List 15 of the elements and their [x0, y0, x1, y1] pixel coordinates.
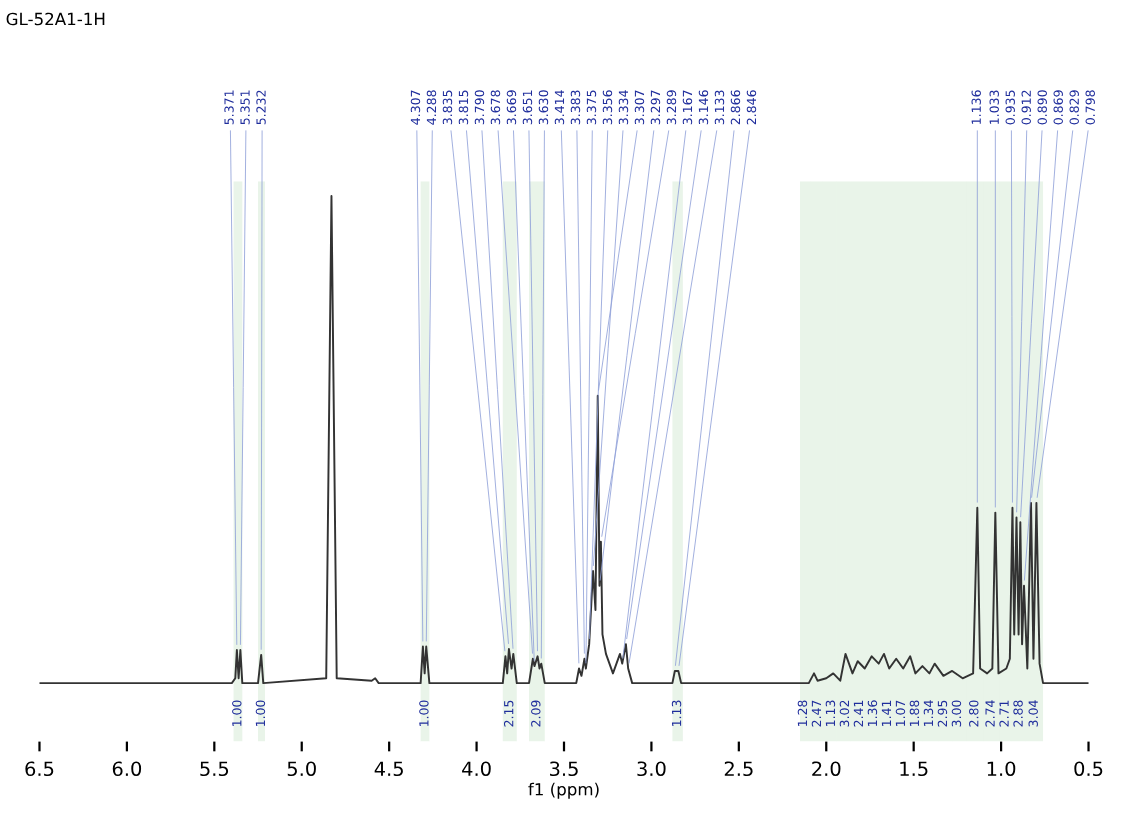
x-tick-label: 6.0: [112, 761, 142, 777]
x-tick-label: 4.0: [462, 761, 491, 777]
x-tick-label: 3.5: [550, 761, 578, 777]
x-tick-label: 1.5: [900, 761, 928, 777]
x-tick-label: 0.5: [1074, 761, 1103, 777]
x-tick-label: 2.5: [724, 761, 753, 777]
x-tick-label: 5.0: [287, 761, 316, 777]
chart-title: GL-52A1-1H: [6, 12, 105, 26]
x-tick-label: 5.5: [200, 761, 229, 777]
x-tick-label: 3.0: [637, 761, 666, 777]
x-tick-label: 4.5: [374, 761, 403, 777]
x-tick-label: 6.5: [25, 761, 54, 777]
x-tick-label: 1.0: [987, 761, 1016, 777]
x-tick-label: 2.0: [812, 761, 841, 777]
x-axis-title: f1 (ppm): [528, 782, 599, 799]
